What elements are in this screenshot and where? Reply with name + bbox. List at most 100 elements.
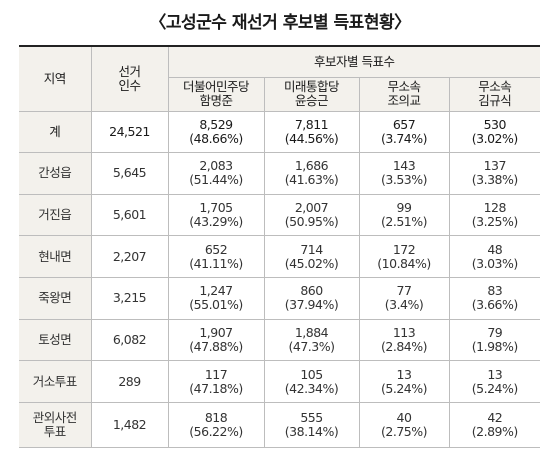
vote-share: (37.94%) [284, 297, 339, 313]
region-label: 투표 [43, 424, 67, 440]
vote-count: 530 [483, 116, 507, 132]
region-cell: 거소투표 [19, 360, 92, 404]
votes-cell: 13 (5.24%) [358, 360, 450, 404]
region-cell: 토성면 [19, 318, 92, 362]
vote-share: (45.02%) [284, 255, 339, 271]
region-cell: 거진읍 [19, 193, 92, 237]
votes-cell: 172 (10.84%) [358, 235, 450, 279]
header-electors: 선거 인수 [90, 45, 169, 112]
vote-share: (5.24%) [381, 380, 427, 396]
candidate-header: 미래통합당 윤승근 [263, 76, 360, 112]
electors-cell: 2,207 [90, 235, 169, 279]
vote-share: (43.29%) [189, 214, 243, 230]
votes-cell: 117 (47.18%) [167, 360, 265, 404]
vote-count: 2,083 [199, 158, 233, 174]
electors-cell: 5,645 [90, 152, 169, 195]
vote-count: 79 [487, 325, 503, 341]
vote-share: (1.98%) [471, 339, 518, 355]
region-label: 토성면 [38, 332, 72, 348]
candidate-party: 무소속 [387, 79, 421, 94]
vote-share: (47.88%) [189, 339, 243, 355]
vote-share: (55.01%) [189, 297, 243, 313]
vote-count: 1,686 [294, 158, 329, 174]
table-row: 거소투표 289 117 (47.18%) 105 (42.34%) 13 (5.24%) 13… [19, 360, 541, 404]
total-row: 계 24,521 8,529 (48.66%) 7,811 (44.56%) 6… [19, 110, 541, 154]
vote-share: (3.03%) [471, 255, 518, 271]
region-cell: 현내면 [19, 235, 92, 279]
votes-cell: 1,686 (41.63%) [263, 152, 360, 195]
vote-count: 77 [396, 283, 412, 299]
vote-count: 1,884 [294, 325, 329, 341]
vote-count: 137 [483, 158, 507, 174]
results-table: 지역 선거 인수 후보자별 득표수 더불어민주당 함명준 미래통합당 윤승근 무… [19, 45, 541, 448]
table-row: 토성면 6,082 1,907 (47.88%) 1,884 (47.3%) 113 (2.8… [19, 318, 541, 362]
vote-count: 860 [300, 283, 323, 299]
votes-cell: 652 (41.11%) [167, 235, 265, 279]
candidate-party: 무소속 [478, 79, 512, 94]
votes-cell: 77 (3.4%) [358, 277, 450, 320]
region-label: 간성읍 [38, 165, 72, 181]
vote-count: 42 [487, 410, 503, 426]
vote-count: 143 [392, 158, 416, 174]
electors-cell: 5,601 [90, 193, 169, 237]
vote-share: (10.84%) [377, 255, 431, 271]
vote-count: 172 [392, 241, 416, 257]
votes-cell: 137 (3.38%) [448, 152, 541, 195]
vote-share: (50.95%) [284, 214, 339, 230]
candidate-header-row: 더불어민주당 함명준 미래통합당 윤승근 무소속 조의교 무소속 김규식 [19, 76, 541, 112]
vote-share: (2.75%) [381, 424, 427, 440]
vote-share: (44.56%) [284, 130, 339, 146]
votes-cell: 83 (3.66%) [448, 277, 541, 320]
vote-count: 105 [300, 366, 323, 382]
vote-share: (47.18%) [189, 380, 243, 396]
vote-share: (2.89%) [471, 424, 518, 440]
votes-cell: 143 (3.53%) [358, 152, 450, 195]
votes-cell: 1,907 (47.88%) [167, 318, 265, 362]
votes-cell: 128 (3.25%) [448, 193, 541, 237]
header-electors-line2: 인수 [118, 77, 141, 93]
vote-share: (5.24%) [471, 380, 518, 396]
votes-cell: 860 (37.94%) [263, 277, 360, 320]
vote-share: (48.66%) [189, 130, 243, 146]
table-row: 관외사전 투표 1,482 818 (56.22%) 555 (38.14%) 40 (2.75… [19, 402, 541, 448]
votes-cell: 714 (45.02%) [263, 235, 360, 279]
votes-cell: 8,529 (48.66%) [167, 110, 265, 154]
region-cell: 계 [19, 110, 92, 154]
votes-cell: 40 (2.75%) [358, 402, 450, 448]
vote-count: 1,705 [199, 200, 233, 216]
vote-count: 48 [487, 241, 503, 257]
vote-share: (56.22%) [189, 424, 243, 440]
candidate-header: 무소속 조의교 [358, 76, 450, 112]
vote-share: (51.44%) [189, 172, 243, 188]
vote-count: 99 [396, 200, 412, 216]
header-electors-line1: 선거 [118, 63, 141, 79]
page-title: 〈고성군수 재선거 후보별 득표현황〉 [149, 13, 411, 33]
candidate-party: 더불어민주당 [182, 79, 250, 94]
votes-cell: 79 (1.98%) [448, 318, 541, 362]
region-label: 거진읍 [38, 207, 72, 223]
candidate-name: 조의교 [387, 93, 421, 108]
header-votes-by-candidate: 후보자별 득표수 [167, 45, 541, 78]
votes-cell: 2,083 (51.44%) [167, 152, 265, 195]
candidate-party: 미래통합당 [283, 79, 340, 94]
votes-cell: 99 (2.51%) [358, 193, 450, 237]
votes-cell: 2,007 (50.95%) [263, 193, 360, 237]
votes-cell: 7,811 (44.56%) [263, 110, 360, 154]
region-cell: 관외사전 투표 [19, 402, 92, 448]
votes-cell: 42 (2.89%) [448, 402, 541, 448]
header-region: 지역 [19, 45, 92, 112]
vote-count: 714 [300, 241, 323, 257]
vote-share: (2.84%) [381, 339, 427, 355]
vote-count: 2,007 [294, 200, 329, 216]
vote-share: (41.63%) [284, 172, 339, 188]
vote-count: 13 [396, 366, 412, 382]
region-cell: 죽왕면 [19, 277, 92, 320]
vote-count: 555 [300, 410, 323, 426]
candidate-name: 윤승근 [294, 93, 329, 108]
votes-cell: 1,884 (47.3%) [263, 318, 360, 362]
region-label: 거소투표 [32, 373, 78, 389]
table-row: 현내면 2,207 652 (41.11%) 714 (45.02%) 172 (10.84%… [19, 235, 541, 279]
electors-cell: 3,215 [90, 277, 169, 320]
region-label: 관외사전 [32, 410, 78, 426]
